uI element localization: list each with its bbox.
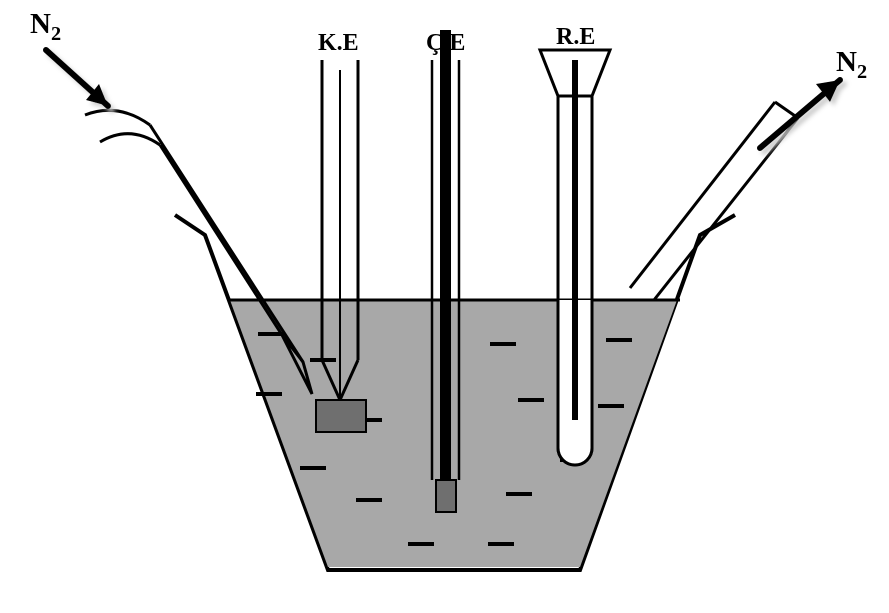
diagram-svg — [0, 0, 889, 613]
n2-in-arrow — [46, 50, 108, 106]
ke-label: K.E — [318, 30, 359, 57]
n2-out-arrow — [760, 80, 840, 148]
diagram-root: N2 N2 K.E Ç.E R.E — [0, 0, 889, 613]
re-label: R.E — [556, 24, 595, 51]
n2-outlet-tube — [630, 102, 798, 300]
n2-in-sub: 2 — [51, 23, 61, 45]
n2-in-letter: N — [30, 8, 51, 40]
ce-label: Ç.E — [426, 30, 465, 57]
n2-out-letter: N — [836, 46, 857, 78]
n2-out-label: N2 — [836, 46, 867, 84]
n2-in-label: N2 — [30, 8, 61, 46]
n2-out-sub: 2 — [857, 61, 867, 83]
